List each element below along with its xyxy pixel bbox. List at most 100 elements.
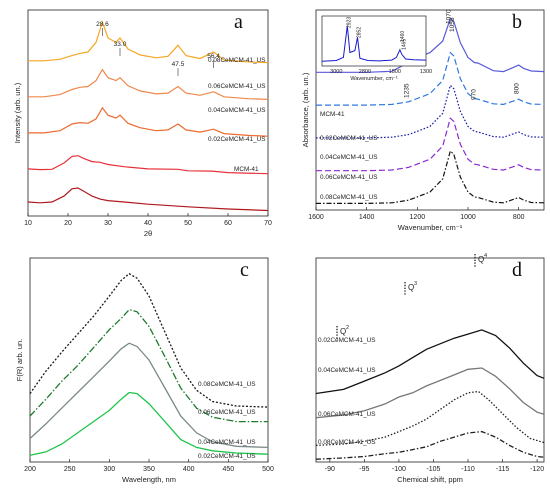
series-label: 0.02CeMCM-41_US: [320, 135, 378, 142]
inset-x-tick-label: 1300: [420, 69, 432, 75]
x-tick-label: 350: [143, 466, 155, 473]
inset-peak-label: 1465: [401, 39, 407, 50]
inset-x-tick-label: 2800: [359, 69, 371, 75]
y-axis-label: Intensity (arb. un.): [13, 82, 22, 143]
q-label: Q: [340, 327, 346, 336]
inset-panel: 3000 2800 1500 1300 Wavenumber, cm⁻¹ 2923 2852…: [321, 15, 432, 82]
series-label: MCM-41: [234, 166, 259, 173]
panel-letter: a: [234, 11, 243, 33]
x-tick-label: 30: [104, 220, 112, 227]
x-tick-label: -95: [359, 466, 369, 473]
inset-x-axis-label: Wavenumber, cm⁻¹: [350, 76, 397, 82]
series-label: 0.06CeMCM-41_US: [208, 83, 266, 90]
series-line-0.04CeMCM-41_US: [315, 367, 545, 419]
peak-label: 1056: [449, 17, 456, 32]
inset-x-tick-label: 3000: [330, 69, 342, 75]
q-label: Q: [478, 255, 484, 264]
series-label: 0.08CeMCM-41_US: [198, 381, 256, 388]
peak-label: 1235: [403, 83, 410, 98]
peak-label: 28.6: [96, 21, 109, 28]
series-line-0.06CeMCM-41_US: [28, 68, 269, 100]
inset-frame: [321, 15, 427, 67]
inset-peak-label: 2852: [356, 27, 362, 38]
series-line-0.06CeMCM-41_US: [315, 390, 545, 447]
y-axis-label: Absorbance, (arb. un.): [301, 72, 310, 147]
inset-x-tick-label: 1500: [389, 69, 401, 75]
x-tick-label: 1200: [410, 214, 426, 221]
series-line-0.08CeMCM-41_US: [315, 430, 545, 460]
x-tick-label: 200: [24, 466, 36, 473]
y-axis-label: F(R) arb. un.: [15, 339, 24, 382]
peak-label: 47.5: [172, 61, 185, 68]
panel-letter: c: [240, 259, 249, 281]
x-axis-label: Wavelength, nm: [122, 475, 176, 484]
series-line-0.02CeMCM-41_US: [29, 391, 269, 456]
series-label: 0.08CeMCM-41_US: [318, 439, 376, 446]
series-label: 0.08CeMCM-41_US: [208, 57, 266, 64]
panel-letter: b: [512, 11, 522, 33]
x-tick-label: 60: [224, 220, 232, 227]
series-line-0.06CeMCM-41_US: [29, 308, 268, 423]
x-tick-label: 250: [64, 466, 76, 473]
series-label: 0.04CeMCM-41_US: [198, 439, 256, 446]
x-axis-label: Chemical shift, ppm: [397, 475, 463, 484]
peak-label: 970: [471, 89, 478, 100]
x-axis-label: Wavenumber, cm⁻¹: [398, 223, 463, 232]
x-tick-label: 500: [262, 466, 274, 473]
x-tick-label: 70: [264, 220, 272, 227]
x-tick-label: -120: [530, 466, 544, 473]
panel-b: 1600 1400 1200 1000 800 Wavenumber, cm⁻¹ Absor…: [301, 9, 545, 232]
series-label: 0.04CeMCM-41_US: [320, 154, 378, 161]
panel-a: 10 20 30 40 50 60 70 2θ Intensity (arb. un.) a 28.…: [13, 9, 272, 238]
series-line-0.02CeMCM-41_US: [315, 329, 545, 395]
series-line-0.04CeMCM-41_US: [28, 106, 269, 137]
x-tick-label: 450: [222, 466, 234, 473]
series-label: 0.04CeMCM-41_US: [318, 367, 376, 374]
inset-peak-label: 1460: [400, 31, 406, 42]
x-tick-label: 20: [64, 220, 72, 227]
series-label: 0.06CeMCM-41_US: [318, 411, 376, 418]
series-label: 0.06CeMCM-41_US: [320, 174, 378, 181]
series-line-MCM-41: [27, 187, 269, 212]
x-tick-label: 1600: [308, 214, 324, 221]
series-label: 0.02CeMCM-41_US: [198, 453, 256, 460]
x-tick-label: -105: [426, 466, 440, 473]
x-tick-label: 300: [103, 466, 115, 473]
series-label: 0.08CeMCM-41_US: [320, 194, 378, 201]
q-label-superscript: 3: [414, 281, 417, 287]
x-tick-label: -115: [496, 466, 510, 473]
series-line-0.02CeMCM-41_US: [27, 155, 269, 175]
x-tick-label: 10: [24, 220, 32, 227]
q-label-superscript: 2: [346, 325, 349, 331]
series-label: 0.02CeMCM-41_US: [318, 337, 376, 344]
q-label: Q: [408, 283, 414, 292]
x-tick-label: 40: [144, 220, 152, 227]
series-line-0.04CeMCM-41_US: [316, 84, 545, 139]
series-line-0.08CeMCM-41_US: [316, 149, 545, 204]
plot-frame: [315, 9, 545, 211]
panel-d: -90 -95 -100 -105 -110 -115 -120 Chemical shift…: [315, 253, 545, 484]
peak-label: 1070: [445, 9, 452, 24]
series-label: 0.02CeMCM-41_US: [208, 136, 266, 143]
series-label: MCM-41: [320, 111, 345, 118]
series-line-0.08CeMCM-41_US: [29, 272, 269, 408]
peak-label: 56.4: [207, 53, 220, 60]
x-tick-label: 50: [184, 220, 192, 227]
q-label-superscript: 4: [484, 253, 487, 259]
x-tick-label: 1000: [460, 214, 476, 221]
x-tick-label: 400: [183, 466, 195, 473]
peak-label: 33.0: [114, 41, 127, 48]
series-line-0.04CeMCM-41_US: [29, 342, 269, 449]
x-axis-label: 2θ: [144, 229, 152, 238]
x-tick-label: -90: [325, 466, 335, 473]
series-line-0.06CeMCM-41_US: [316, 117, 545, 172]
inset-peak-label: 2923: [346, 17, 352, 28]
x-tick-label: 800: [513, 214, 525, 221]
plot-frame: [315, 257, 545, 463]
inset-series-line: [321, 25, 427, 62]
x-tick-label: -100: [392, 466, 406, 473]
x-tick-label: 1400: [359, 214, 375, 221]
series-line-0.08CeMCM-41_US: [28, 20, 269, 64]
series-line-0.02CeMCM-41_US: [316, 51, 545, 106]
